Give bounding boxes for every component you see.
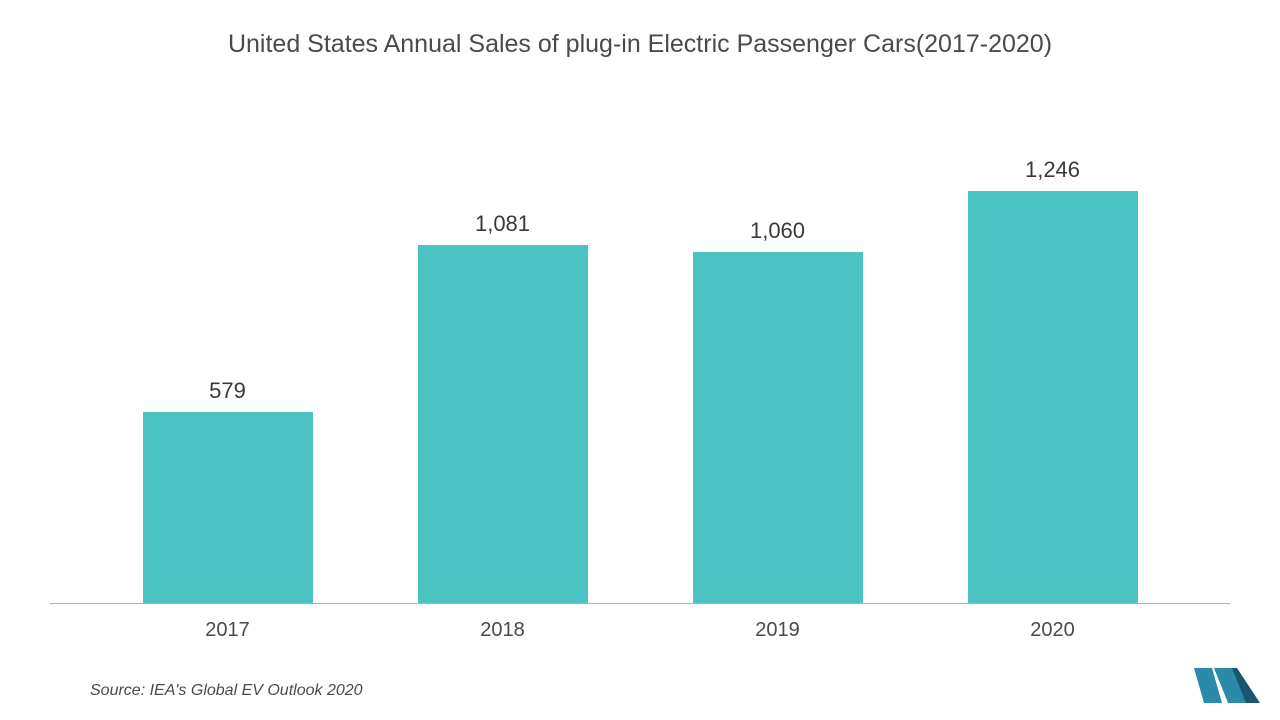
x-label-1: 2018 (418, 619, 588, 642)
bar-value-2: 1,060 (750, 218, 805, 244)
bar-value-3: 1,246 (1025, 157, 1080, 183)
bar-group-3: 1,246 (968, 157, 1138, 603)
bar-1 (418, 245, 588, 603)
bar-group-0: 579 (143, 378, 313, 604)
bar-2 (693, 252, 863, 603)
bar-group-2: 1,060 (693, 218, 863, 603)
bar-0 (143, 412, 313, 604)
x-label-3: 2020 (968, 619, 1138, 642)
x-label-2: 2019 (693, 619, 863, 642)
bar-value-0: 579 (209, 378, 246, 404)
plot-area: 579 1,081 1,060 1,246 (50, 99, 1230, 604)
bar-value-1: 1,081 (475, 211, 530, 237)
x-label-0: 2017 (143, 619, 313, 642)
bar-group-1: 1,081 (418, 211, 588, 603)
chart-container: United States Annual Sales of plug-in El… (0, 0, 1280, 720)
bar-3 (968, 191, 1138, 603)
x-axis: 2017 2018 2019 2020 (50, 604, 1230, 642)
source-text: Source: IEA's Global EV Outlook 2020 (90, 682, 1230, 700)
chart-title: United States Annual Sales of plug-in El… (50, 30, 1230, 59)
brand-logo-icon (1192, 663, 1262, 708)
